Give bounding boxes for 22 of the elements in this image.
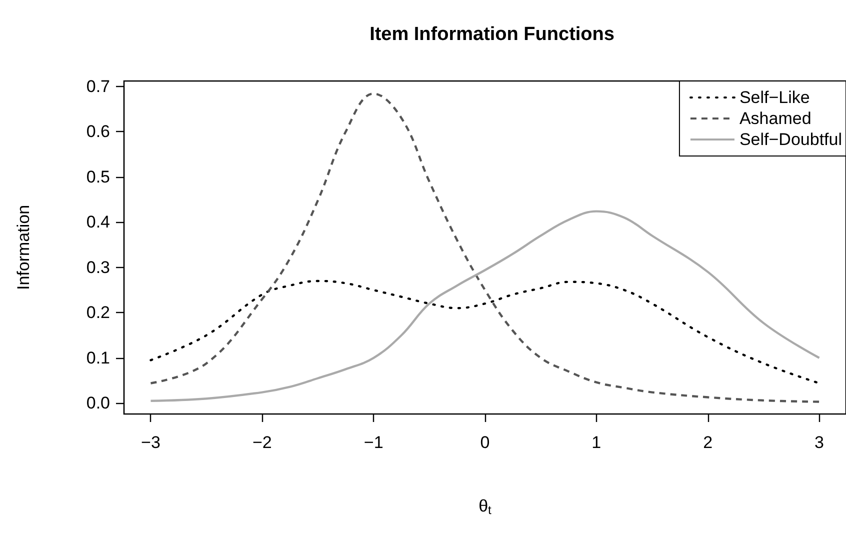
legend-label: Self−Doubtful — [739, 130, 842, 149]
x-tick-label: −2 — [252, 433, 272, 452]
x-tick-label: 1 — [592, 433, 602, 452]
legend-label: Ashamed — [739, 109, 812, 128]
y-tick-label: 0.4 — [86, 212, 110, 232]
y-tick-label: 0.0 — [86, 394, 110, 413]
line-series — [150, 280, 820, 384]
x-tick-label: −1 — [364, 433, 384, 452]
y-tick-label: 0.6 — [86, 122, 110, 142]
x-tick-label: 2 — [703, 433, 713, 452]
legend-label: Self−Like — [739, 88, 810, 107]
y-tick-label: 0.2 — [86, 303, 110, 322]
y-tick-label: 0.3 — [86, 258, 110, 277]
y-axis-title: Information — [14, 204, 33, 290]
line-series — [150, 210, 820, 402]
y-tick-label: 0.1 — [86, 348, 110, 368]
y-tick-label: 0.5 — [86, 167, 110, 186]
x-tick-label: −3 — [141, 433, 160, 452]
x-tick-label: 0 — [480, 433, 490, 452]
y-tick-label: 0.7 — [86, 76, 110, 96]
chart-title: Item Information Functions — [370, 24, 614, 45]
x-tick-label: 3 — [814, 433, 824, 452]
